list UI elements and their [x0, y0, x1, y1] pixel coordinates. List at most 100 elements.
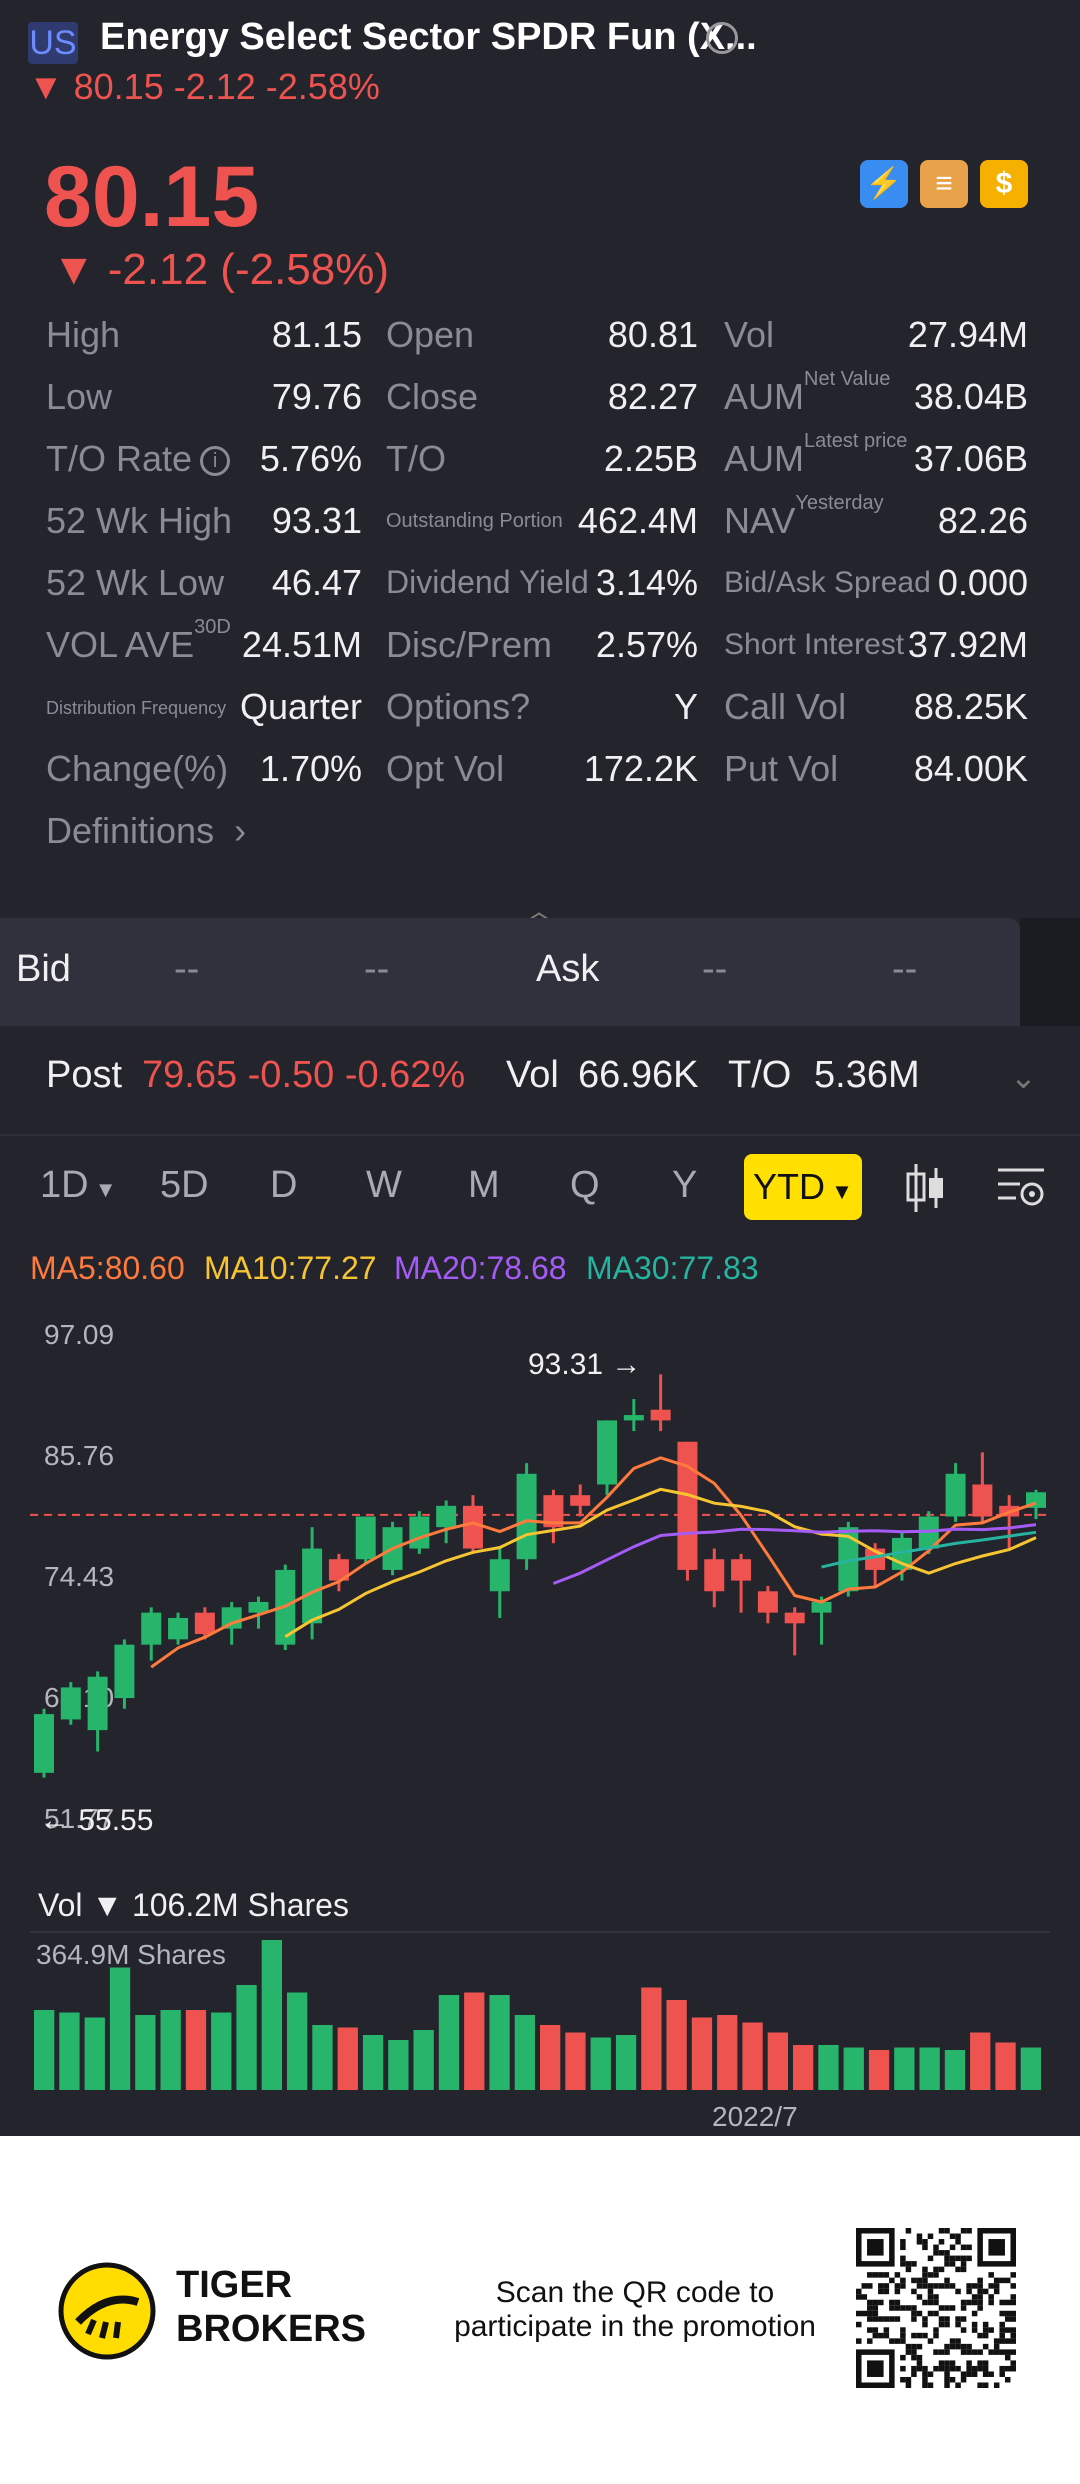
candle-body — [650, 1409, 671, 1421]
brand-line-2: BROKERS — [176, 2308, 367, 2350]
volume-bar — [615, 2035, 637, 2090]
stat-value: 80.81 — [607, 314, 698, 355]
stat-label: Outstanding Portion — [386, 510, 563, 532]
volume-bar — [919, 2047, 940, 2090]
volume-bar — [793, 2045, 814, 2090]
post-market-bar[interactable] — [0, 1026, 1080, 1136]
candle-body — [516, 1473, 537, 1560]
volume-bar — [287, 1992, 308, 2090]
stat-label: Low — [46, 376, 113, 417]
stat-label: Dividend Yield — [386, 564, 589, 600]
volume-bar — [438, 1995, 460, 2090]
bid-ask-bar — [0, 918, 1020, 1026]
stat-label: VOL AVE30D — [46, 616, 231, 665]
ma5-line — [150, 1456, 1037, 1669]
stat-label: AUMLatest price — [724, 430, 908, 479]
volume-bar — [843, 2047, 864, 2090]
tab-d[interactable]: D — [270, 1164, 298, 1206]
post-label: Post — [46, 1054, 123, 1096]
stat-label: Put Vol — [724, 748, 839, 789]
stat-label: NAVYesterday — [724, 492, 884, 541]
scan-text-1: Scan the QR code to — [495, 2276, 775, 2309]
scan-text-2: participate in the promotion — [454, 2310, 816, 2343]
candle-body — [597, 1420, 618, 1485]
definitions-link[interactable]: Definitions › — [46, 810, 247, 851]
stat-label: Change(%) — [46, 748, 229, 789]
stat-value: 37.06B — [913, 438, 1028, 479]
ma30-line — [821, 1530, 1037, 1569]
stat-value: 37.92M — [907, 624, 1028, 665]
stat-label: 52 Wk High — [46, 500, 233, 541]
market-badge: US — [28, 22, 78, 64]
volume-max-label: 364.9M Shares — [36, 1939, 226, 1970]
volume-bar — [135, 2015, 156, 2090]
x-tick-label: 2022/7 — [712, 2101, 798, 2132]
tab-5d[interactable]: 5D — [160, 1164, 209, 1206]
y-tick-label: 97.09 — [44, 1319, 114, 1350]
volume-bar — [894, 2047, 915, 2090]
volume-bar — [312, 2025, 333, 2090]
volume-bar — [944, 2050, 966, 2090]
candle-body — [972, 1484, 993, 1517]
lightning-icon[interactable]: ⚡ — [860, 160, 908, 208]
ma20-line — [552, 1523, 1037, 1585]
stat-label: Close — [386, 376, 479, 417]
stat-value: 88.25K — [913, 686, 1028, 727]
candle-body — [141, 1612, 162, 1645]
ma20-label: MA20:78.68 — [394, 1250, 567, 1286]
ma5-label: MA5:80.60 — [30, 1250, 185, 1286]
stat-value: 0.000 — [937, 562, 1028, 603]
ask-label: Ask — [536, 948, 600, 990]
stat-value: 172.2K — [583, 748, 698, 789]
tab-m[interactable]: M — [468, 1164, 500, 1206]
tab-1d[interactable]: 1D ▼ — [40, 1164, 117, 1206]
stat-value: Y — [673, 686, 698, 727]
volume-bar — [995, 2042, 1016, 2090]
stat-value: 93.31 — [271, 500, 362, 541]
stat-label: Open — [386, 314, 475, 355]
stat-label: Distribution Frequency — [46, 698, 227, 718]
candle-body — [757, 1591, 778, 1613]
volume-bar — [261, 1940, 282, 2090]
candle-body — [302, 1548, 323, 1624]
stat-value: 79.76 — [271, 376, 362, 417]
page-title: Energy Select Sector SPDR Fun (X... — [100, 16, 757, 58]
info-icon[interactable]: i — [200, 446, 231, 477]
candle-body — [168, 1617, 189, 1640]
stat-label: Short Interest — [724, 628, 905, 661]
volume-bar — [464, 1992, 485, 2090]
volume-bar — [540, 2025, 561, 2090]
stat-label: AUMNet Value — [724, 368, 891, 417]
post-to: 5.36M — [814, 1054, 920, 1096]
volume-bar — [641, 1987, 662, 2090]
candle-body — [784, 1612, 805, 1624]
stat-label: 52 Wk Low — [46, 562, 225, 603]
ma30-label: MA30:77.83 — [586, 1250, 759, 1286]
stat-value: 81.15 — [271, 314, 362, 355]
tiger-logo-icon — [58, 2262, 156, 2360]
candle-body — [570, 1495, 591, 1506]
volume-bar — [717, 2015, 738, 2090]
chart-settings-icon[interactable] — [996, 1162, 1048, 1214]
stat-label: Opt Vol — [386, 748, 505, 789]
post-to-label: T/O — [728, 1054, 792, 1096]
candle-body — [436, 1505, 457, 1528]
tab-w[interactable]: W — [366, 1164, 402, 1206]
volume-bar — [742, 2022, 763, 2090]
volume-bar — [337, 2027, 358, 2090]
books-icon[interactable]: ≡ — [920, 160, 968, 208]
chevron-down-icon[interactable]: ⌄ — [1010, 1059, 1037, 1095]
volume-label: Vol ▼ 106.2M Shares — [38, 1887, 349, 1923]
volume-bar — [109, 1967, 131, 2090]
volume-bar — [666, 2000, 687, 2090]
volume-bar — [514, 2015, 535, 2090]
info-icon[interactable] — [706, 22, 738, 54]
tab-q[interactable]: Q — [570, 1164, 600, 1206]
tab-y[interactable]: Y — [672, 1164, 698, 1206]
candle-body — [731, 1559, 752, 1581]
dollar-icon[interactable]: $ — [980, 160, 1028, 208]
stat-label: High — [46, 314, 121, 355]
candlestick-type-icon[interactable] — [904, 1160, 948, 1216]
tab-ytd[interactable]: YTD ▼ — [744, 1154, 862, 1220]
